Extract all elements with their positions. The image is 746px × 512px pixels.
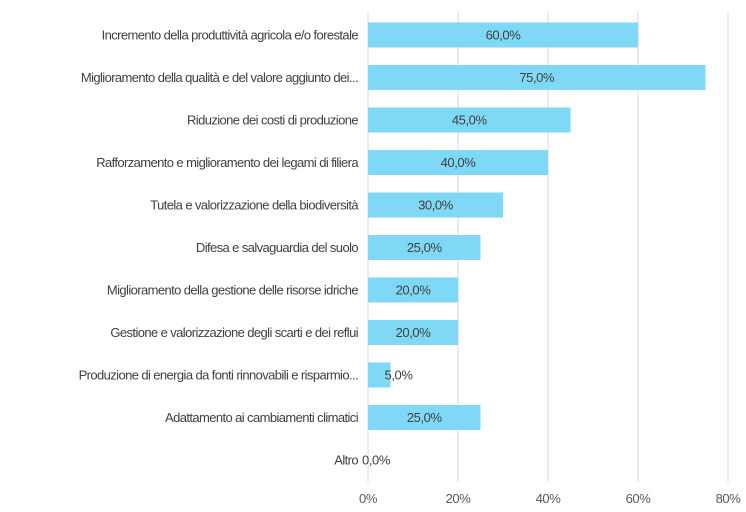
- bar: [368, 320, 458, 345]
- x-tick-label: 20%: [446, 491, 472, 506]
- x-tick-label: 0%: [359, 491, 378, 506]
- data-label: 20,0%: [396, 325, 432, 340]
- data-label: 20,0%: [396, 283, 432, 298]
- bar: [368, 150, 548, 175]
- bar: [368, 65, 706, 90]
- category-label: Tutela e valorizzazione della biodiversi…: [150, 198, 359, 213]
- data-label: 25,0%: [407, 410, 443, 425]
- category-label: Miglioramento della gestione delle risor…: [107, 283, 358, 298]
- x-tick-label: 80%: [716, 491, 742, 506]
- category-label: Adattamento ai cambiamenti climatici: [165, 410, 359, 425]
- bar: [368, 235, 481, 260]
- bars: [368, 22, 706, 430]
- data-label: 5,0%: [384, 368, 413, 383]
- data-label: 60,0%: [486, 28, 522, 43]
- data-label: 30,0%: [418, 198, 454, 213]
- category-label: Riduzione dei costi di produzione: [187, 113, 358, 128]
- data-label: 75,0%: [519, 70, 555, 85]
- category-labels: Incremento della produttività agricola e…: [79, 28, 360, 468]
- bar: [368, 192, 503, 218]
- category-label: Gestione e valorizzazione degli scarti e…: [110, 325, 358, 340]
- bar: [368, 22, 638, 48]
- gridlines: [367, 12, 729, 482]
- category-label: Altro: [334, 453, 358, 468]
- bar: [368, 107, 571, 133]
- data-label: 40,0%: [441, 155, 477, 170]
- data-label: 25,0%: [407, 240, 443, 255]
- data-label: 45,0%: [452, 113, 488, 128]
- x-axis-ticks: 0% 20% 40% 60% 80%: [359, 491, 742, 506]
- category-label: Miglioramento della qualità e del valore…: [81, 70, 358, 85]
- bar: [368, 405, 481, 430]
- x-tick-label: 60%: [626, 491, 652, 506]
- bar: [368, 362, 391, 388]
- bar: [368, 277, 458, 303]
- data-label: 0,0%: [362, 453, 391, 468]
- category-label: Incremento della produttività agricola e…: [102, 28, 359, 43]
- data-labels: 60,0% 75,0% 45,0% 40,0% 30,0% 25,0% 20,0% 20,0%…: [362, 28, 555, 468]
- category-label: Difesa e salvaguardia del suolo: [196, 240, 358, 255]
- category-label: Produzione di energia da fonti rinnovabi…: [79, 368, 358, 383]
- category-label: Rafforzamento e miglioramento dei legami…: [96, 155, 359, 170]
- x-tick-label: 40%: [536, 491, 562, 506]
